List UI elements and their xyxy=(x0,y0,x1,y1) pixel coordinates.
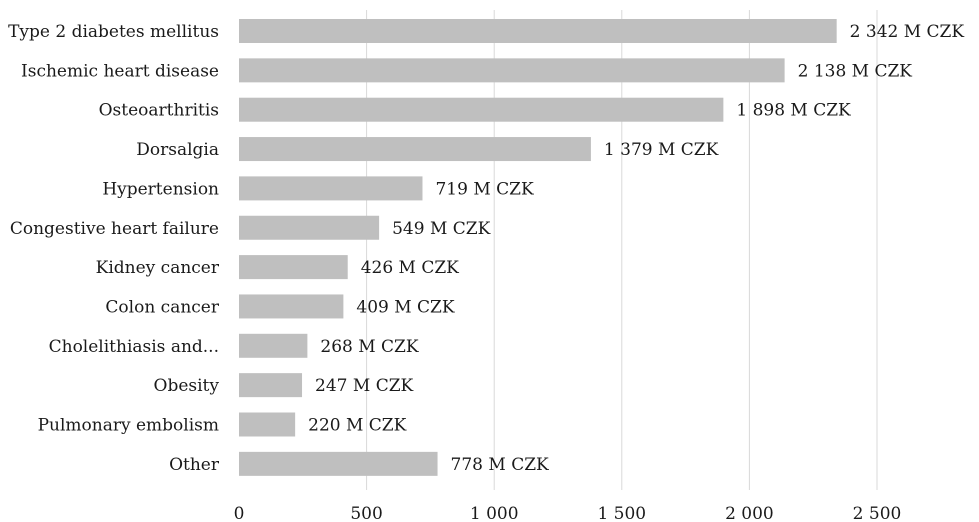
x-tick-label: 1 500 xyxy=(597,504,646,522)
category-label: Hypertension xyxy=(102,179,219,199)
data-label: 247 M CZK xyxy=(315,376,413,396)
bar xyxy=(239,333,308,358)
data-label: 2 138 M CZK xyxy=(798,61,913,81)
gridlines xyxy=(366,10,878,490)
category-label: Kidney cancer xyxy=(96,258,220,278)
bars xyxy=(239,19,837,476)
category-label: Obesity xyxy=(154,376,220,396)
category-labels: Type 2 diabetes mellitus Ischemic heart d… xyxy=(8,22,220,475)
bar xyxy=(239,19,837,43)
data-label: 719 M CZK xyxy=(435,179,533,199)
data-label: 549 M CZK xyxy=(392,219,490,239)
data-label: 268 M CZK xyxy=(320,337,418,357)
category-label: Colon cancer xyxy=(105,297,219,317)
data-label: 1 898 M CZK xyxy=(736,101,851,121)
bar xyxy=(239,294,344,319)
x-tick-label: 2 000 xyxy=(725,504,774,522)
category-label: Cholelithiasis and... xyxy=(49,337,219,357)
category-label: Ischemic heart disease xyxy=(21,61,219,81)
x-axis-tick-labels: 0 500 1 000 1 500 2 000 2 500 xyxy=(234,504,902,522)
bar xyxy=(239,255,348,280)
data-label: 1 379 M CZK xyxy=(604,140,719,160)
category-label: Congestive heart failure xyxy=(10,219,219,239)
bar xyxy=(239,215,380,240)
data-labels: 2 342 M CZK 2 138 M CZK 1 898 M CZK 1 379 M… xyxy=(308,22,964,475)
x-tick-label: 0 xyxy=(234,504,245,522)
data-label: 220 M CZK xyxy=(308,416,406,436)
data-label: 778 M CZK xyxy=(451,455,549,475)
bar xyxy=(239,58,785,83)
data-label: 2 342 M CZK xyxy=(850,22,965,42)
category-label: Other xyxy=(169,455,220,475)
bar xyxy=(239,373,303,398)
category-label: Pulmonary embolism xyxy=(38,416,219,436)
category-label: Dorsalgia xyxy=(136,140,219,160)
bar xyxy=(239,451,438,476)
bar xyxy=(239,176,423,201)
data-label: 409 M CZK xyxy=(356,297,454,317)
x-tick-label: 500 xyxy=(350,504,382,522)
category-label: Osteoarthritis xyxy=(99,101,219,121)
data-label: 426 M CZK xyxy=(361,258,459,278)
bar xyxy=(239,97,724,122)
category-label: Type 2 diabetes mellitus xyxy=(8,22,219,42)
x-tick-label: 2 500 xyxy=(853,504,902,522)
x-tick-label: 1 000 xyxy=(470,504,519,522)
bar xyxy=(239,137,591,162)
bar xyxy=(239,412,296,437)
